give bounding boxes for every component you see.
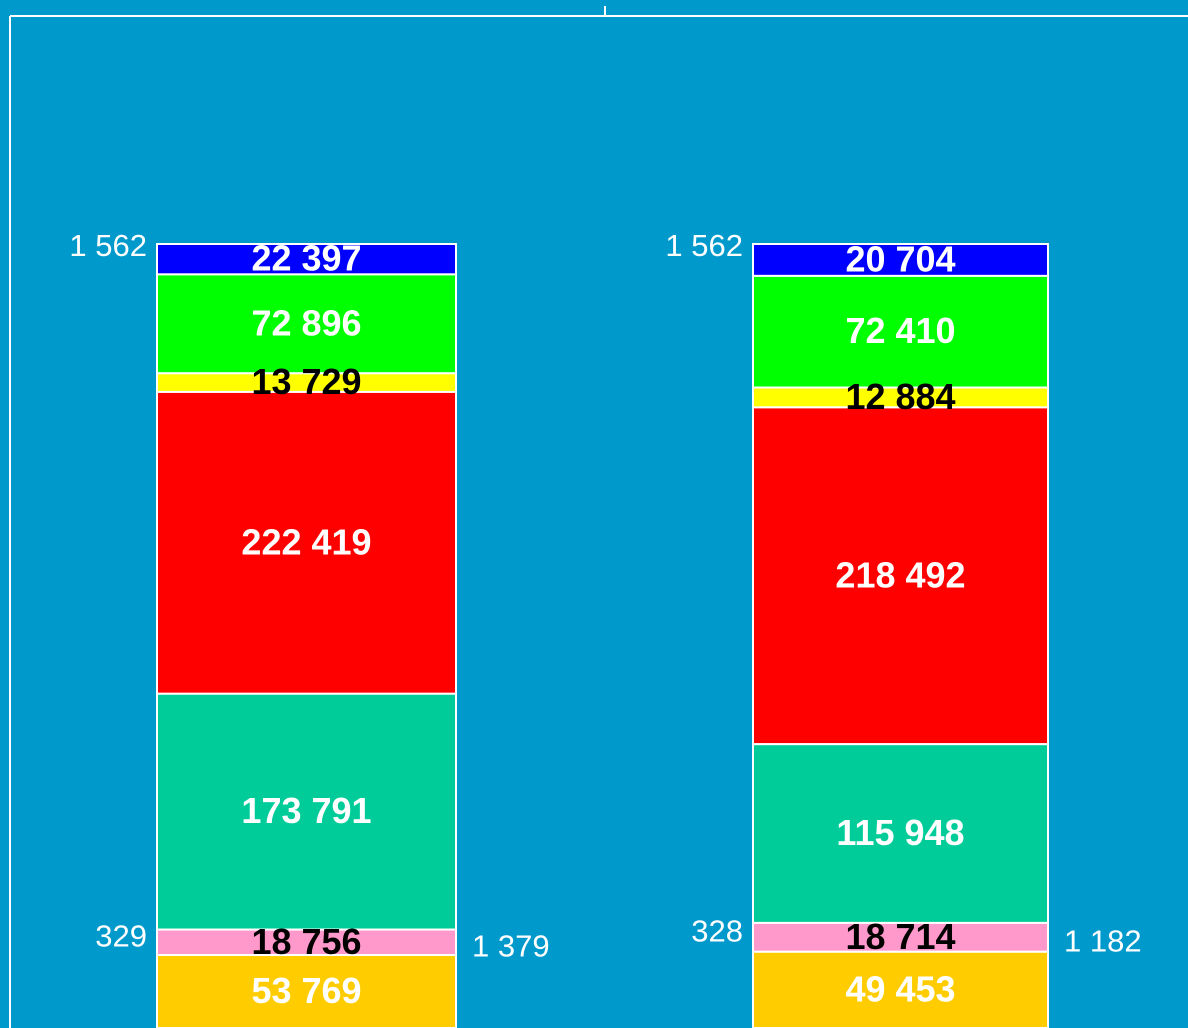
segment-label: 18 756 [251, 921, 361, 962]
segment-label: 13 729 [251, 361, 361, 402]
segment-label: 18 714 [845, 916, 955, 957]
annotation-top: 1 562 [665, 228, 743, 263]
bar-segment [752, 950, 1049, 1028]
segment-label: 218 492 [835, 554, 965, 595]
segment-label: 173 791 [241, 790, 371, 831]
bar-segment [752, 274, 1049, 389]
segment-label: 20 704 [845, 238, 955, 279]
annotation-right: 1 379 [472, 928, 550, 963]
segment-label: 53 769 [251, 970, 361, 1011]
annotation-left: 329 [95, 918, 147, 953]
annotation-left: 328 [691, 914, 743, 949]
segment-label: 72 410 [845, 310, 955, 351]
segment-label: 12 884 [845, 376, 955, 417]
bar-segment [156, 954, 457, 1028]
segment-label: 222 419 [241, 521, 371, 562]
bar-segment [752, 743, 1049, 924]
segment-label: 115 948 [836, 812, 964, 853]
segment-label: 22 397 [251, 238, 361, 279]
bar-segment [752, 921, 1049, 953]
annotation-top: 1 562 [69, 228, 147, 263]
segment-label: 49 453 [845, 968, 955, 1009]
annotation-right: 1 182 [1064, 924, 1142, 959]
segment-label: 72 896 [251, 302, 361, 343]
bar-segment [156, 273, 457, 375]
